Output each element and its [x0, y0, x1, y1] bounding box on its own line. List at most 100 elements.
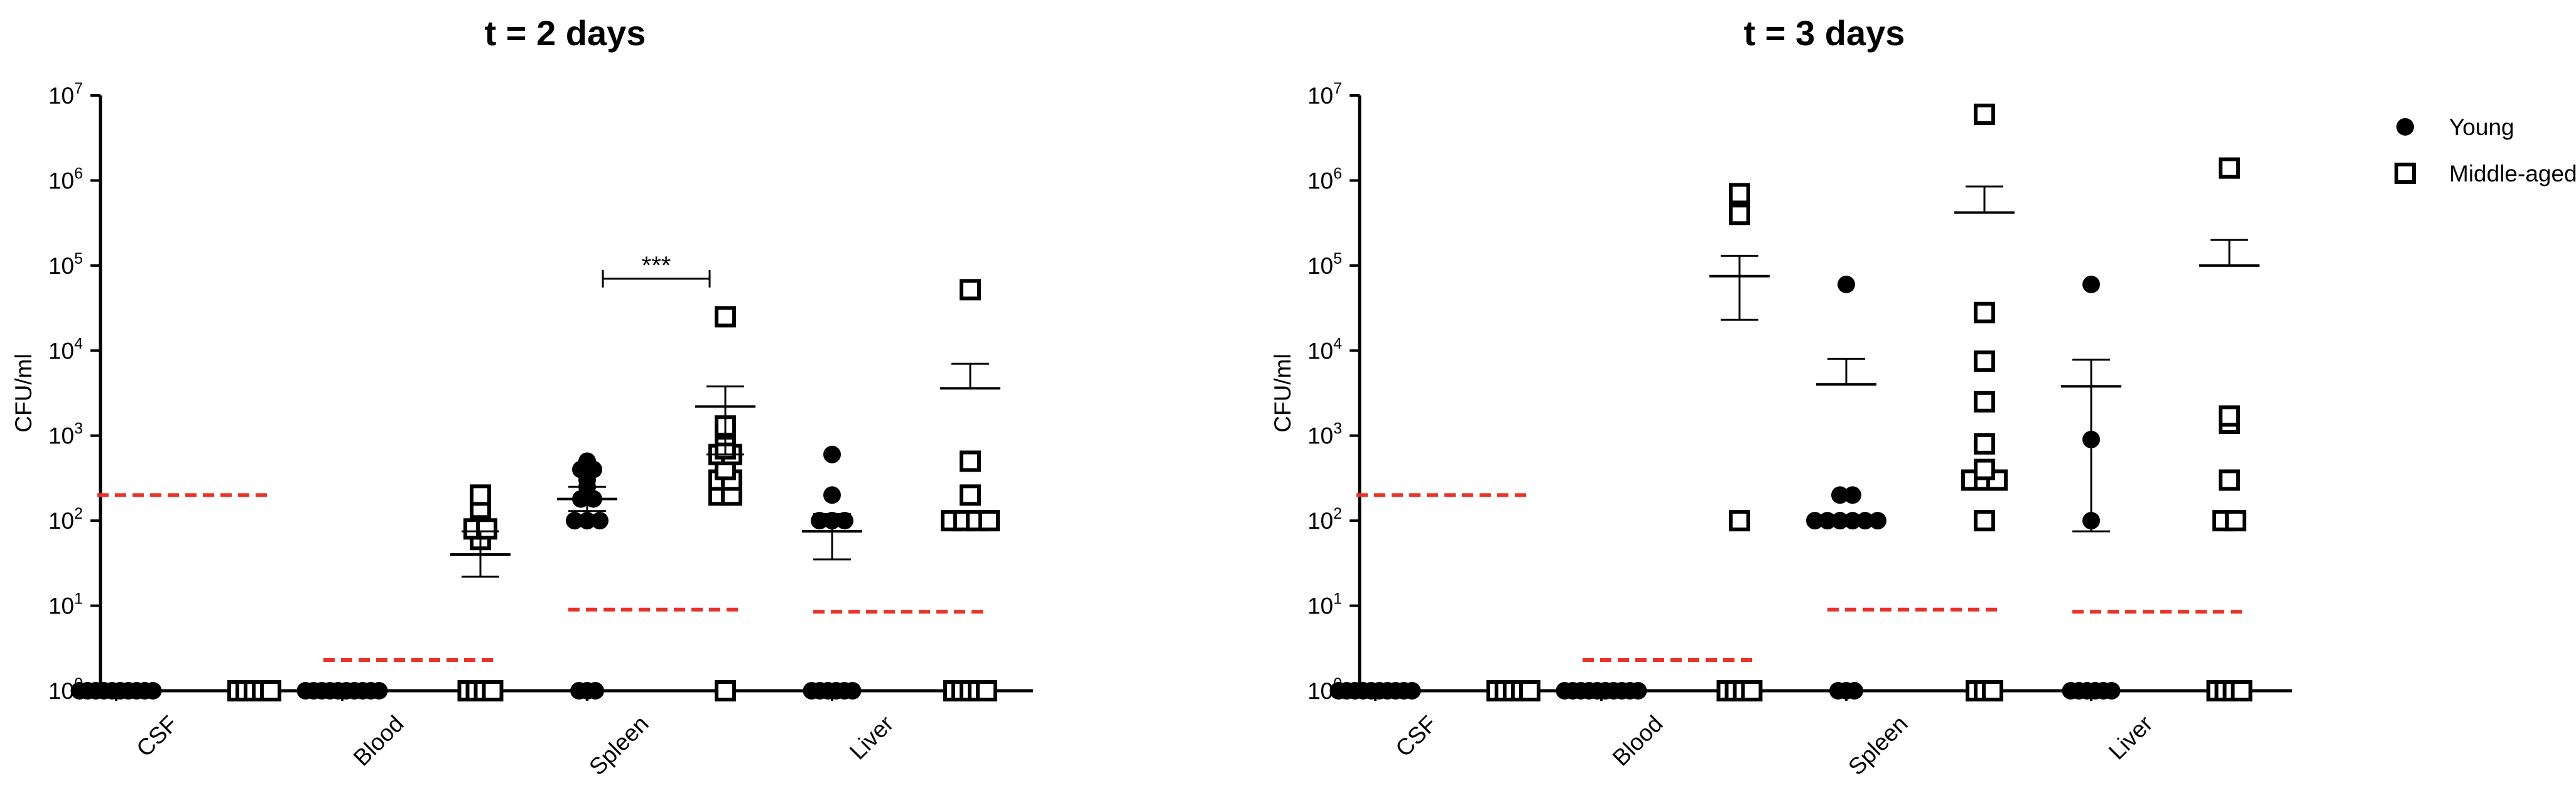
y-tick-exponent: 3 — [74, 420, 83, 438]
data-point-young — [587, 682, 604, 700]
y-tick-exponent: 6 — [74, 165, 83, 182]
data-point-middle-aged — [1974, 301, 1995, 323]
y-tick-label: 107 — [48, 80, 83, 109]
data-point-young — [1869, 512, 1886, 530]
y-axis-label: CFU/ml — [11, 354, 36, 432]
data-point-middle-aged — [715, 306, 736, 328]
x-tick-label-spleen: Spleen — [1843, 711, 1912, 780]
x-tick-label-csf: CSF — [131, 711, 182, 762]
significance-label: *** — [642, 252, 671, 279]
data-point-young — [2082, 275, 2100, 293]
data-point-middle-aged — [960, 279, 981, 301]
y-tick-base: 10 — [1307, 423, 1333, 449]
y-tick-base: 10 — [1307, 83, 1333, 109]
data-point-young — [578, 512, 596, 530]
y-tick-base: 10 — [1307, 168, 1333, 193]
y-tick-label: 107 — [1307, 80, 1342, 109]
data-point-middle-aged — [260, 680, 281, 701]
y-tick-label: 101 — [1307, 590, 1342, 619]
x-tick-label-liver: Liver — [845, 711, 899, 765]
y-tick-base: 10 — [48, 83, 74, 109]
data-point-young — [1629, 682, 1647, 700]
x-tick-label-spleen: Spleen — [584, 711, 653, 780]
data-point-young — [1846, 682, 1863, 700]
chart-title: t = 2 days — [485, 13, 646, 53]
data-point-young — [566, 512, 583, 530]
data-point-young — [144, 682, 162, 700]
y-tick-label: 104 — [1307, 335, 1342, 364]
data-point-middle-aged — [1974, 350, 1995, 372]
y-tick-base: 10 — [48, 593, 74, 619]
data-point-middle-aged — [715, 680, 736, 701]
x-tick-label-blood: Blood — [1608, 711, 1668, 771]
panel-2: t = 3 daysCFU/ml100101102103104105106107… — [1270, 13, 2292, 780]
y-tick-label: 104 — [48, 335, 83, 364]
data-point-young — [1403, 682, 1421, 700]
y-tick-base: 10 — [48, 338, 74, 364]
data-point-middle-aged — [978, 510, 1000, 532]
data-point-young — [1819, 512, 1836, 530]
data-point-middle-aged — [960, 450, 981, 472]
x-tick-label-liver: Liver — [2104, 711, 2158, 765]
data-point-young — [578, 452, 596, 470]
y-tick-label: 105 — [1307, 250, 1342, 279]
y-tick-label: 102 — [1307, 505, 1342, 534]
y-tick-exponent: 5 — [74, 250, 83, 268]
y-tick-exponent: 5 — [1333, 250, 1342, 268]
data-point-middle-aged — [470, 484, 491, 506]
x-tick-label-blood: Blood — [349, 711, 409, 771]
data-point-young — [370, 682, 388, 700]
y-tick-label: 106 — [1307, 165, 1342, 193]
data-point-young — [591, 512, 609, 530]
data-point-young — [1806, 512, 1824, 530]
data-point-young — [1831, 486, 1849, 504]
y-tick-exponent: 7 — [74, 80, 83, 97]
data-point-young — [1844, 512, 1861, 530]
y-axis-label: CFU/ml — [1270, 354, 1296, 432]
data-point-young — [823, 486, 841, 504]
data-point-young — [2102, 682, 2121, 700]
data-point-middle-aged — [1974, 104, 1995, 126]
y-tick-base: 10 — [1307, 338, 1333, 364]
y-tick-exponent: 4 — [1333, 335, 1342, 352]
y-tick-exponent: 2 — [74, 505, 83, 522]
data-point-middle-aged — [2225, 510, 2246, 532]
data-point-young — [836, 512, 853, 530]
data-point-middle-aged — [1729, 510, 1750, 532]
data-point-middle-aged — [1519, 680, 1540, 701]
y-tick-exponent: 6 — [1333, 165, 1342, 182]
data-point-middle-aged — [2219, 405, 2240, 427]
legend-marker-middle-aged — [2395, 163, 2416, 184]
y-tick-base: 10 — [48, 253, 74, 279]
data-point-middle-aged — [1974, 391, 1995, 413]
data-point-young — [811, 512, 828, 530]
data-point-middle-aged — [482, 680, 504, 701]
y-tick-base: 10 — [48, 168, 74, 193]
y-tick-base: 10 — [48, 508, 74, 534]
data-point-young — [1831, 512, 1849, 530]
y-tick-label: 103 — [1307, 420, 1342, 449]
y-tick-label: 101 — [48, 590, 83, 619]
y-tick-label: 103 — [48, 420, 83, 449]
y-tick-label: 102 — [48, 505, 83, 534]
panel-1: t = 2 daysCFU/ml100101102103104105106107… — [11, 13, 1033, 780]
y-tick-exponent: 4 — [74, 335, 83, 352]
data-point-middle-aged — [976, 680, 997, 701]
y-tick-exponent: 7 — [1333, 80, 1342, 97]
data-point-middle-aged — [1974, 510, 1995, 532]
data-point-middle-aged — [1974, 458, 1995, 480]
y-tick-base: 10 — [48, 678, 74, 704]
data-point-young — [1844, 486, 1861, 504]
data-point-middle-aged — [1974, 433, 1995, 455]
chart-title: t = 3 days — [1744, 13, 1905, 53]
legend: Young Middle-aged — [2395, 114, 2576, 187]
data-point-middle-aged — [960, 484, 981, 506]
data-point-middle-aged — [2219, 157, 2240, 179]
y-tick-base: 10 — [1307, 253, 1333, 279]
legend-marker-young — [2396, 118, 2414, 136]
data-point-middle-aged — [1729, 203, 1750, 225]
y-tick-label: 105 — [48, 250, 83, 279]
y-tick-base: 10 — [1307, 678, 1333, 704]
legend-label: Middle-aged — [2449, 161, 2576, 187]
